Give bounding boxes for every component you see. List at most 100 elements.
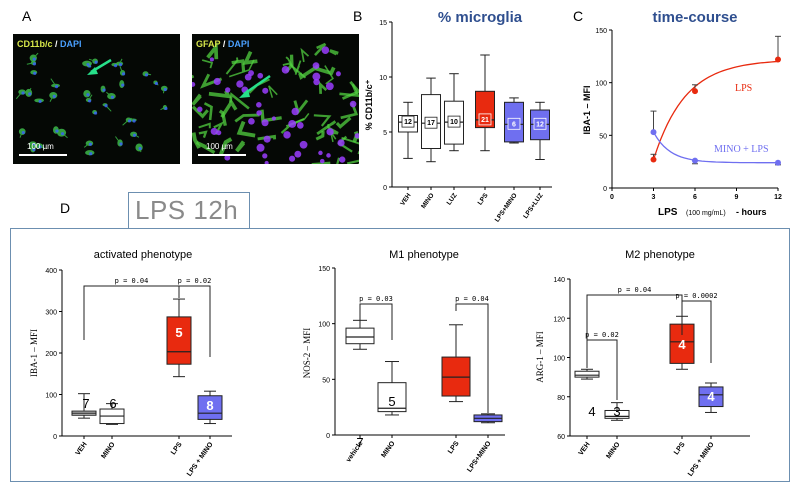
n-label: 3 bbox=[613, 404, 620, 419]
category-label: LPS+MINO bbox=[466, 440, 493, 474]
nucleus bbox=[119, 63, 123, 67]
p-value-label: p = 0.03 bbox=[359, 295, 393, 303]
astrocyte-process bbox=[192, 132, 201, 149]
microglia-process bbox=[160, 106, 166, 111]
microglia-process bbox=[106, 91, 112, 97]
y-tick-label: 100 bbox=[553, 356, 565, 363]
nucleus bbox=[138, 146, 142, 151]
n-label: 7 bbox=[82, 396, 89, 411]
category-label: VEH bbox=[399, 192, 413, 207]
arrow-head-icon bbox=[239, 89, 250, 98]
nucleus bbox=[86, 62, 90, 67]
nucleus bbox=[312, 72, 321, 81]
nucleus bbox=[281, 66, 290, 74]
category-label: MINO bbox=[100, 441, 117, 460]
box bbox=[166, 316, 192, 365]
y-axis-label: IBA-1 – MFI bbox=[29, 329, 39, 377]
chart-D3: 60 80 100 120 140 VEH 4 MINO 3 LPS 4 LPS + MINO 4 p =… bbox=[535, 249, 750, 478]
y-tick-label: 100 bbox=[595, 81, 607, 88]
box bbox=[377, 382, 407, 413]
astrocyte-process bbox=[318, 81, 328, 94]
nucleus bbox=[262, 87, 269, 94]
n-badge bbox=[424, 116, 438, 129]
astrocyte-process bbox=[198, 130, 208, 138]
astrocyte-process bbox=[311, 161, 331, 164]
nucleus bbox=[38, 145, 42, 149]
box bbox=[604, 409, 630, 419]
x-tick-label: 9 bbox=[735, 194, 739, 201]
nucleus bbox=[261, 119, 269, 127]
y-tick-label: 0 bbox=[603, 186, 607, 193]
category-label: LPS+LUZ bbox=[522, 192, 544, 220]
lps-12h-label: LPS 12h bbox=[135, 195, 239, 225]
micrograph-cd11b-caption: CD11b/c / DAPI bbox=[17, 39, 82, 49]
astrocyte-process bbox=[313, 114, 332, 127]
astrocyte-process bbox=[346, 159, 359, 164]
y-tick-label: 150 bbox=[595, 28, 607, 35]
y-axis-label: NOS-2 – MFI bbox=[302, 328, 312, 379]
microglia-process bbox=[83, 142, 90, 148]
chart-C: 0 50 100 150 0 3 6 9 12 LPS MINO + LPS time-course I… bbox=[582, 9, 782, 218]
scalebar bbox=[198, 154, 246, 156]
nucleus bbox=[94, 60, 98, 64]
nucleus bbox=[271, 116, 276, 121]
nucleus bbox=[88, 142, 93, 146]
nucleus bbox=[164, 106, 168, 111]
category-label: LPS + MINO bbox=[186, 441, 215, 478]
nucleus bbox=[337, 139, 345, 147]
marker-gfap: GFAP bbox=[196, 39, 221, 49]
y-axis-label: % CD11b/c⁺ bbox=[364, 79, 374, 130]
nucleus bbox=[256, 110, 262, 116]
y-tick-label: 60 bbox=[557, 434, 565, 441]
category-label: LPS bbox=[673, 441, 687, 456]
panel-label-b: B bbox=[353, 8, 363, 24]
nucleus bbox=[144, 73, 149, 77]
microglia-process bbox=[115, 136, 121, 144]
nucleus bbox=[256, 143, 265, 152]
n-badge bbox=[401, 115, 415, 128]
n-label: 7 bbox=[356, 435, 363, 450]
y-tick-label: 15 bbox=[379, 20, 387, 27]
nucleus bbox=[28, 92, 32, 96]
p-value-label: p = 0.04 bbox=[618, 286, 652, 294]
micrograph-gfap: GFAP / DAPI 100 µm bbox=[192, 34, 359, 164]
nucleus bbox=[354, 133, 359, 139]
category-label: LPS + MINO bbox=[687, 441, 716, 478]
nucleus bbox=[88, 99, 92, 103]
category-label: VEH bbox=[75, 441, 89, 457]
astrocyte-process bbox=[225, 57, 239, 75]
astrocyte-process bbox=[315, 131, 325, 141]
astrocyte-process bbox=[314, 42, 327, 56]
chart-title: time-course bbox=[652, 9, 737, 26]
comparison-bracket bbox=[83, 285, 180, 340]
nucleus bbox=[244, 73, 252, 81]
nucleus bbox=[312, 62, 320, 70]
y-tick-label: 150 bbox=[318, 266, 330, 273]
astrocyte-process bbox=[236, 120, 256, 138]
y-tick-label: 300 bbox=[45, 310, 57, 317]
category-label: LPS+MINO bbox=[494, 192, 519, 223]
nucleus bbox=[54, 85, 59, 89]
nucleus bbox=[127, 119, 132, 123]
nucleus bbox=[93, 111, 98, 115]
comparison-bracket bbox=[586, 294, 683, 366]
n-label: 4 bbox=[678, 337, 686, 352]
astrocyte-process bbox=[206, 42, 219, 60]
panel-d-frame bbox=[10, 228, 790, 482]
astrocyte-process bbox=[341, 80, 359, 100]
microglia-process bbox=[88, 58, 96, 62]
nucleus bbox=[21, 91, 25, 95]
lps-12h-tab: LPS 12h bbox=[128, 192, 250, 229]
comparison-bracket bbox=[178, 285, 211, 357]
marker-cd11b: CD11b/c bbox=[17, 39, 53, 49]
n-badge bbox=[478, 113, 492, 126]
box bbox=[574, 370, 600, 378]
comparison-bracket bbox=[455, 303, 489, 413]
nucleus bbox=[86, 93, 90, 97]
astrocyte-process bbox=[208, 90, 232, 99]
nucleus bbox=[319, 158, 325, 164]
chart-B: 0 5 10 15 VEH 12 MINO 17 LUZ 10 LPS 21 LPS+MINO 6 LPS+… bbox=[364, 9, 552, 224]
data-point bbox=[650, 156, 657, 163]
chart-title: M2 phenotype bbox=[625, 249, 695, 261]
